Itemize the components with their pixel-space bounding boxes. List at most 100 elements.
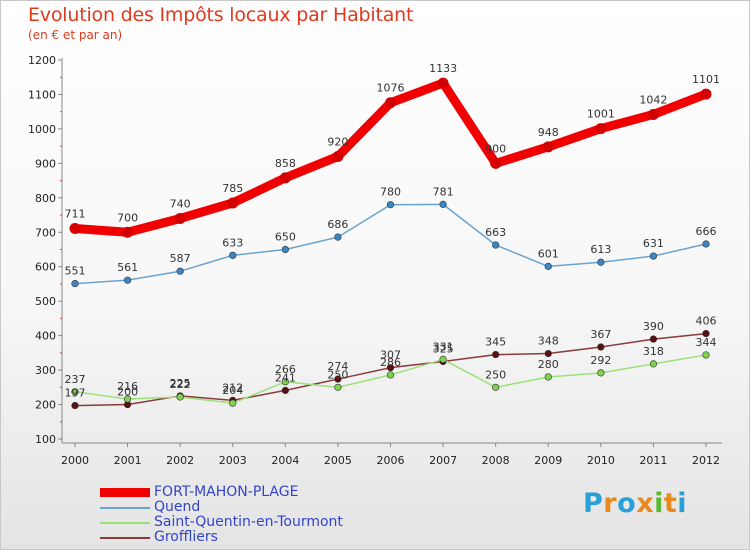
data-label: 1001 — [587, 108, 615, 121]
data-label: 633 — [222, 236, 243, 249]
data-point — [176, 393, 184, 401]
data-point — [123, 395, 132, 403]
data-point — [490, 157, 502, 169]
data-label: 711 — [65, 207, 86, 220]
data-point — [649, 335, 658, 343]
x-tick-label: 2008 — [482, 454, 510, 467]
data-label: 700 — [117, 211, 138, 224]
data-label: 406 — [696, 315, 717, 328]
chart-title: Evolution des Impôts locaux par Habitant — [28, 4, 414, 26]
legend-label: Groffliers — [154, 529, 218, 545]
x-tick-label: 2012 — [692, 454, 720, 467]
data-point — [229, 399, 237, 407]
data-label: 390 — [643, 320, 664, 333]
x-tick-label: 2009 — [534, 454, 562, 467]
data-label: 225 — [170, 377, 191, 390]
chart-subtitle: (en € et par an) — [28, 28, 123, 42]
y-tick-label: 800 — [35, 192, 56, 205]
data-label: 1042 — [639, 93, 667, 106]
data-label: 286 — [380, 356, 401, 369]
data-label: 1101 — [692, 73, 720, 86]
data-label: 325 — [433, 342, 454, 355]
data-point — [386, 364, 395, 372]
data-point — [334, 383, 342, 391]
x-tick-label: 2006 — [377, 454, 405, 467]
data-label: 601 — [538, 247, 559, 260]
x-tick-label: 2001 — [114, 454, 142, 467]
legend-swatch — [100, 506, 150, 509]
data-point — [281, 386, 289, 395]
data-point — [123, 276, 132, 284]
x-tick-label: 2002 — [166, 454, 194, 467]
proxiti-logo: Proxiti — [583, 488, 687, 519]
data-label: 1133 — [429, 62, 457, 75]
legend-label: FORT-MAHON-PLAGE — [154, 484, 299, 500]
data-point — [597, 258, 605, 266]
data-label: 216 — [117, 380, 138, 393]
data-point — [700, 88, 712, 100]
data-label: 241 — [275, 371, 296, 384]
data-label: 948 — [538, 126, 559, 139]
data-label: 785 — [222, 182, 243, 195]
legend-label: Quend — [154, 499, 201, 515]
x-tick-label: 2010 — [587, 454, 615, 467]
data-label: 551 — [65, 265, 86, 278]
data-point — [176, 267, 184, 275]
data-point — [385, 97, 396, 109]
logo-letter: o — [617, 488, 637, 519]
x-tick-label: 2005 — [324, 454, 352, 467]
legend-item: Groffliers — [100, 530, 343, 545]
x-tick-label: 2007 — [429, 454, 457, 467]
data-label: 1076 — [377, 82, 405, 95]
data-point — [544, 349, 552, 358]
data-point — [647, 108, 659, 120]
data-point — [492, 350, 500, 359]
data-point — [492, 383, 500, 391]
y-tick-label: 500 — [35, 295, 56, 308]
data-point — [702, 351, 710, 359]
y-tick-label: 1000 — [28, 123, 56, 136]
data-label: 204 — [222, 384, 243, 397]
data-point — [597, 343, 605, 351]
data-label: 292 — [590, 354, 611, 367]
y-tick-label: 400 — [35, 330, 56, 343]
data-label: 200 — [117, 386, 138, 399]
data-point — [71, 401, 79, 410]
data-point — [279, 172, 291, 184]
data-point — [649, 360, 658, 368]
logo-letter: i — [677, 488, 688, 519]
data-label: 740 — [170, 197, 191, 210]
y-tick-label: 600 — [35, 261, 56, 274]
data-point — [71, 388, 79, 396]
data-point — [492, 241, 500, 249]
x-tick-label: 2011 — [639, 454, 667, 467]
data-point — [702, 329, 710, 338]
data-label: 561 — [117, 261, 138, 274]
data-label: 344 — [696, 336, 717, 349]
data-label: 650 — [275, 231, 296, 244]
x-tick-label: 2000 — [61, 454, 89, 467]
data-label: 250 — [327, 368, 348, 381]
legend: FORT-MAHON-PLAGE Quend Saint-Quentin-en-To… — [100, 485, 343, 545]
data-point — [227, 197, 239, 209]
data-label: 858 — [275, 157, 296, 170]
data-label: 331 — [433, 340, 454, 353]
y-tick-label: 100 — [35, 433, 56, 446]
legend-item: FORT-MAHON-PLAGE — [100, 485, 343, 500]
data-label: 367 — [590, 328, 611, 341]
data-point — [69, 222, 81, 234]
data-label: 307 — [380, 349, 401, 362]
y-tick-label: 200 — [35, 399, 56, 412]
legend-item: Quend — [100, 500, 343, 515]
logo-letter: t — [663, 488, 678, 519]
data-label: 250 — [485, 368, 506, 381]
logo-letter: i — [654, 488, 664, 519]
data-label: 345 — [485, 336, 506, 349]
data-label: 266 — [275, 363, 296, 376]
data-label: 274 — [327, 360, 348, 373]
legend-swatch — [100, 488, 150, 497]
y-tick-label: 300 — [35, 364, 56, 377]
line-chart: 100 200 300 400 500 600 700 800 900 1000 1100 1200 2… — [28, 54, 722, 467]
y-tick-label: 1200 — [28, 54, 56, 67]
data-label: 222 — [170, 378, 191, 391]
